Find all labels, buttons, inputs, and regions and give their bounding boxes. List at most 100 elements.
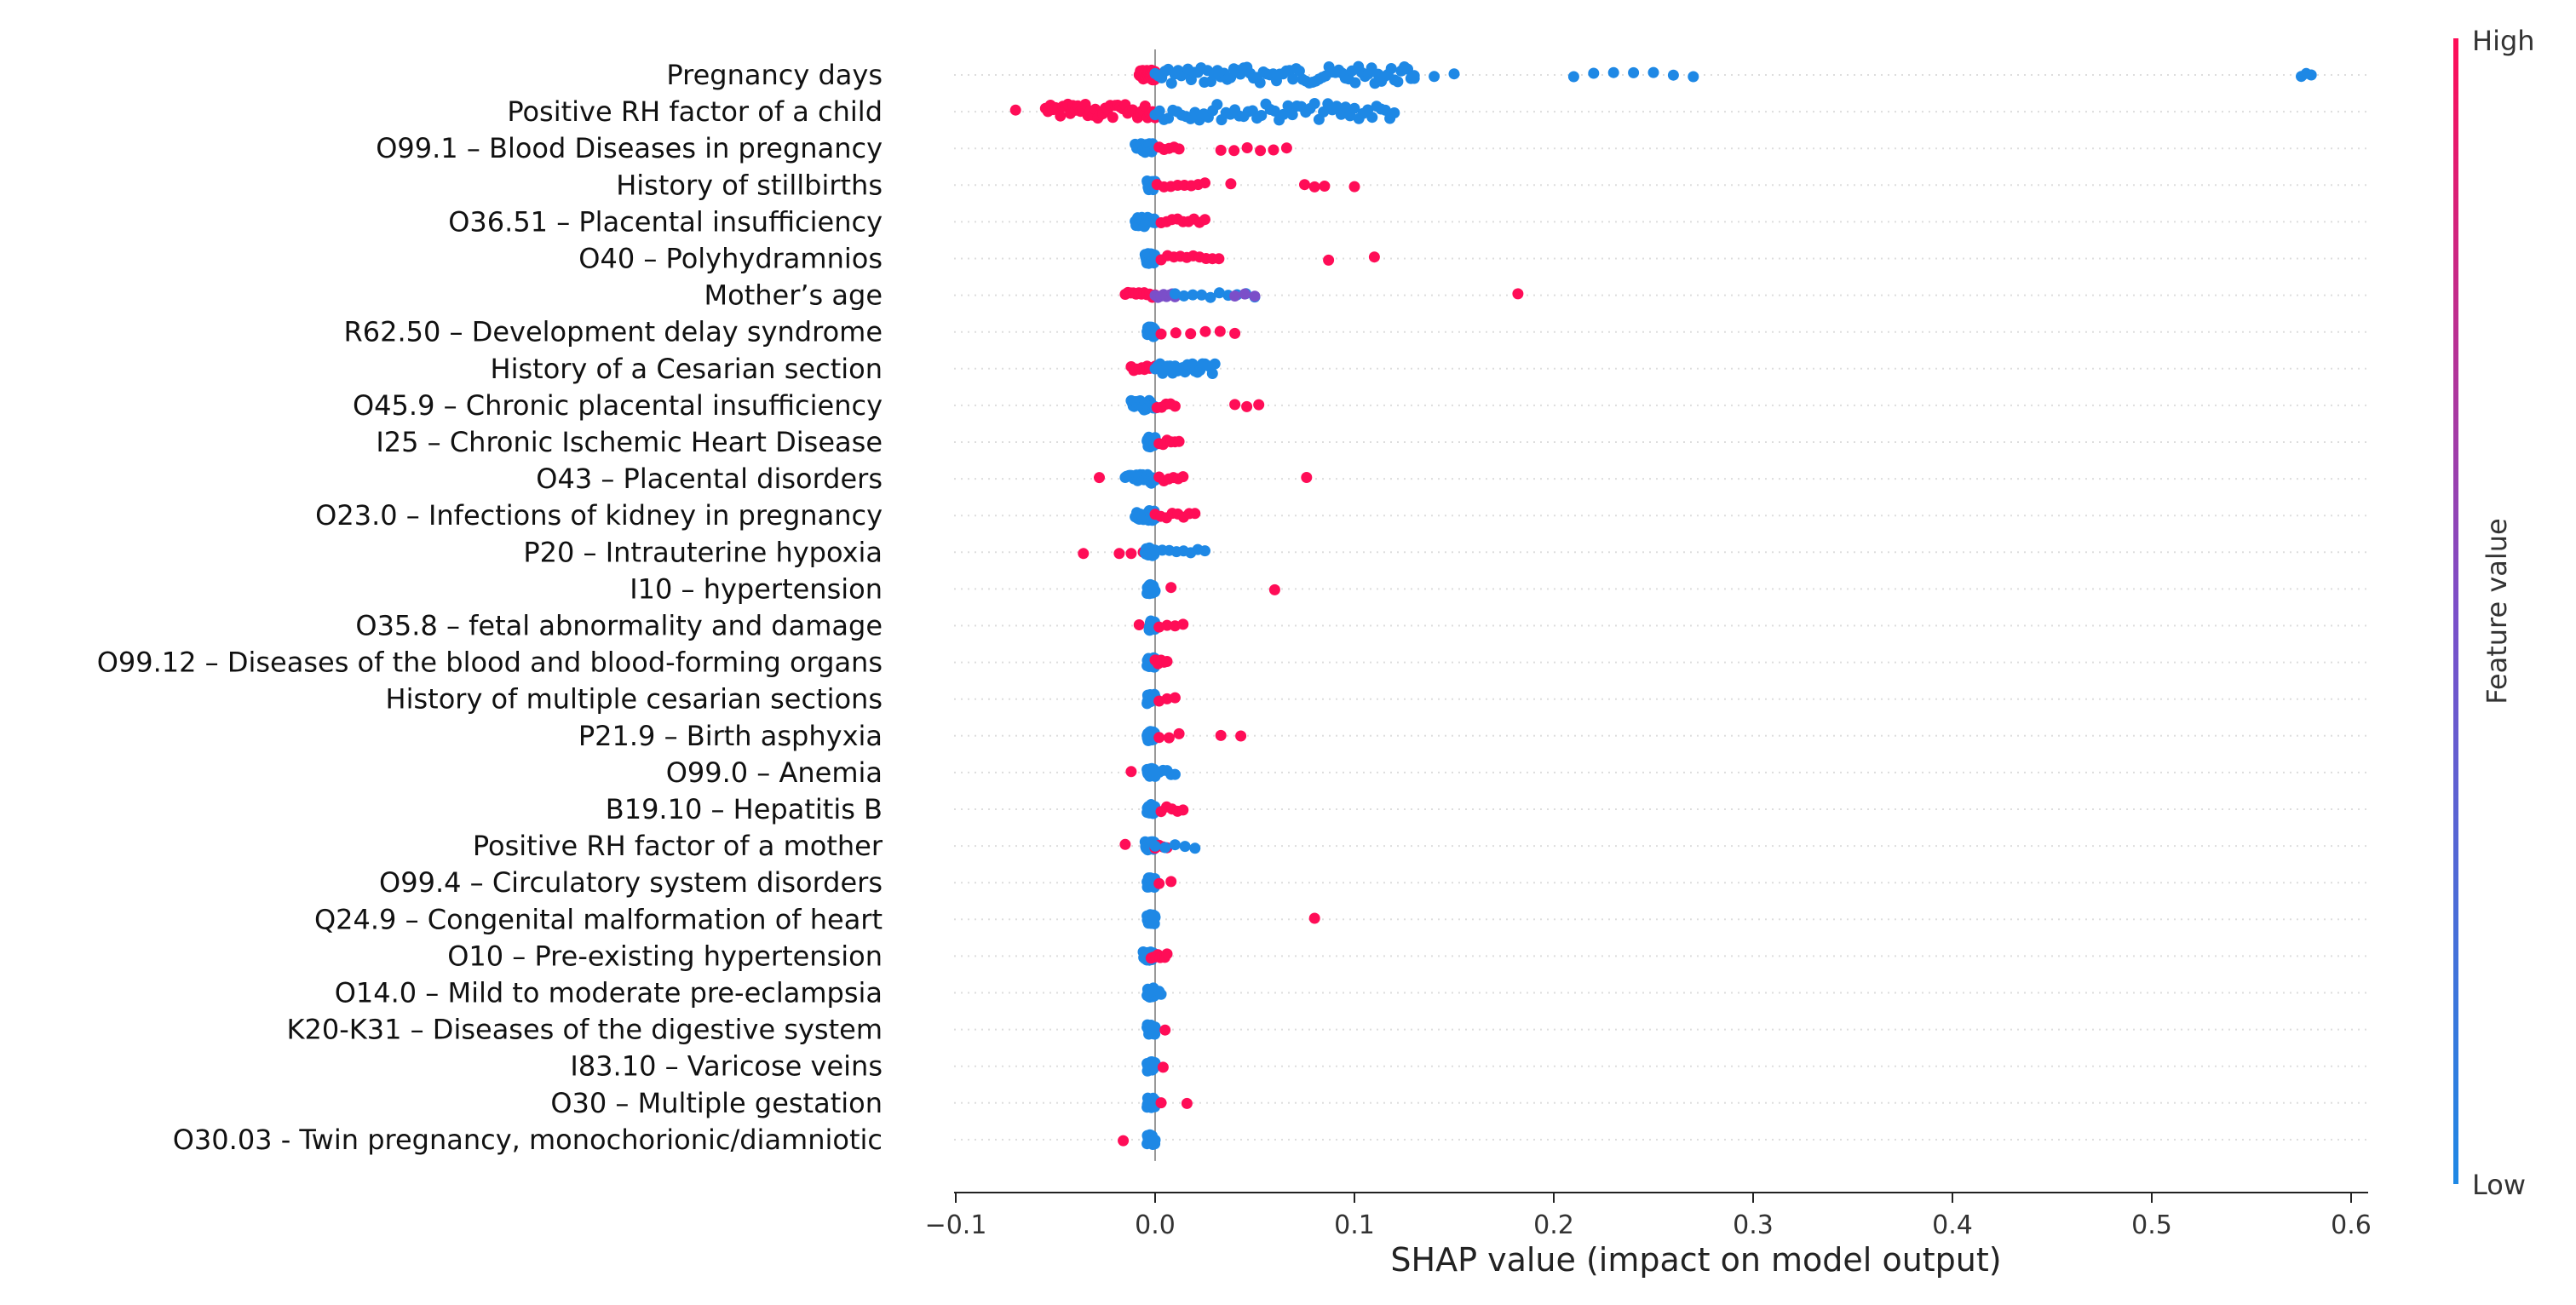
shap-point (1308, 98, 1320, 109)
x-tick-label: 0.6 (2331, 1210, 2372, 1240)
feature-label: O99.0 – Anemia (666, 756, 883, 789)
feature-label: I10 – hypertension (630, 572, 883, 605)
shap-point (1688, 71, 1699, 83)
feature-label: O35.8 – fetal abnormality and damage (355, 610, 883, 642)
feature-label: O30.03 - Twin pregnancy, monochorionic/d… (173, 1124, 883, 1156)
feature-label: B19.10 – Hepatitis B (606, 793, 883, 825)
shap-point (1331, 101, 1343, 112)
shap-point (1293, 65, 1305, 77)
x-tick-label: 0.5 (2131, 1210, 2172, 1240)
shap-point (1213, 253, 1225, 265)
shap-point (1567, 71, 1579, 83)
shap-point (1205, 291, 1216, 303)
shap-point (1196, 289, 1208, 301)
shap-point (1133, 619, 1145, 630)
shap-point (1253, 399, 1265, 411)
shap-point (1165, 582, 1177, 594)
shap-point (1308, 912, 1320, 924)
shap-point (1169, 288, 1181, 300)
feature-label: O10 – Pre-existing hypertension (447, 940, 883, 972)
shap-point (1173, 143, 1185, 155)
shap-point (1165, 78, 1177, 89)
shap-point (1213, 287, 1225, 299)
shap-point (1173, 435, 1185, 447)
shap-point (1268, 144, 1279, 156)
shap-point (1348, 181, 1360, 193)
shap-point (1169, 400, 1181, 412)
shap-point (1078, 548, 1090, 560)
shap-point (1153, 877, 1165, 889)
shap-point (1667, 69, 1679, 81)
shap-point (1161, 948, 1173, 960)
feature-label: O99.1 – Blood Diseases in pregnancy (376, 132, 883, 164)
shap-point (1215, 729, 1227, 741)
colorbar-low-label: Low (2472, 1169, 2526, 1201)
feature-label: P21.9 – Birth asphyxia (578, 720, 883, 752)
shap-point (1214, 325, 1226, 337)
shap-point (1181, 1097, 1193, 1109)
shap-point (1647, 66, 1659, 78)
shap-point (2305, 69, 2317, 81)
shap-point (1185, 328, 1197, 340)
x-tick-label: −0.1 (925, 1210, 987, 1240)
shap-point (1125, 548, 1137, 560)
shap-point (1177, 618, 1189, 630)
shap-point (1392, 76, 1404, 88)
feature-label: P20 – Intrauterine hypoxia (523, 536, 883, 568)
shap-point (1149, 1021, 1161, 1033)
colorbar-high-label: High (2472, 25, 2535, 57)
shap-point (1308, 181, 1320, 193)
shap-point (1206, 368, 1218, 379)
x-tick-label: 0.3 (1733, 1210, 1774, 1240)
shap-point (1229, 327, 1241, 339)
shap-point (1389, 107, 1400, 118)
feature-label: O99.12 – Diseases of the blood and blood… (97, 647, 883, 679)
shap-point (1385, 63, 1397, 74)
feature-label: Q24.9 – Congenital malformation of heart (314, 903, 883, 935)
shap-point (1170, 327, 1182, 339)
shap-point (1199, 545, 1210, 557)
feature-label: O40 – Polyhydramnios (578, 243, 883, 275)
feature-label: R62.50 – Development delay syndrome (344, 316, 883, 348)
shap-point (1157, 1061, 1169, 1073)
shap-point (1215, 144, 1227, 156)
shap-point (1319, 181, 1331, 192)
feature-label: O43 – Placental disorders (536, 463, 883, 495)
shap-point (1366, 112, 1378, 124)
shap-point (1199, 325, 1211, 337)
feature-label: Mother’s age (704, 279, 883, 312)
shap-point (1349, 77, 1361, 89)
shap-point (1189, 508, 1201, 520)
shap-point (1199, 177, 1210, 189)
shap-point (1287, 73, 1299, 85)
shap-point (1149, 585, 1161, 597)
feature-label: O45.9 – Chronic placental insufficiency (353, 389, 883, 422)
shap-point (1408, 70, 1420, 82)
row-guides (954, 74, 2368, 1141)
shap-point (1323, 254, 1335, 266)
shap-point (1107, 112, 1118, 124)
shap-point (1149, 840, 1161, 852)
shap-point (1149, 1134, 1161, 1146)
shap-point (1235, 730, 1247, 742)
shap-point (1249, 290, 1261, 302)
shap-point (1118, 1135, 1130, 1147)
shap-point (1256, 110, 1268, 121)
shap-point (1301, 472, 1313, 483)
colorbar-title: Feature value (2481, 518, 2513, 704)
shap-point (1268, 584, 1280, 595)
shap-point (1009, 104, 1021, 116)
feature-label: History of stillbirths (616, 169, 883, 201)
shap-point (1318, 106, 1330, 118)
shap-point (1125, 766, 1137, 778)
shap-point (1055, 110, 1067, 122)
shap-point (1239, 288, 1251, 300)
shap-point (1189, 842, 1201, 854)
feature-label: History of multiple cesarian sections (386, 683, 883, 716)
shap-point (1149, 911, 1161, 923)
feature-label: Pregnancy days (666, 59, 883, 91)
feature-label: I25 – Chronic Ischemic Heart Disease (376, 426, 883, 458)
shap-point (1153, 732, 1165, 744)
shap-point (1282, 100, 1294, 112)
shap-point (1153, 105, 1165, 117)
